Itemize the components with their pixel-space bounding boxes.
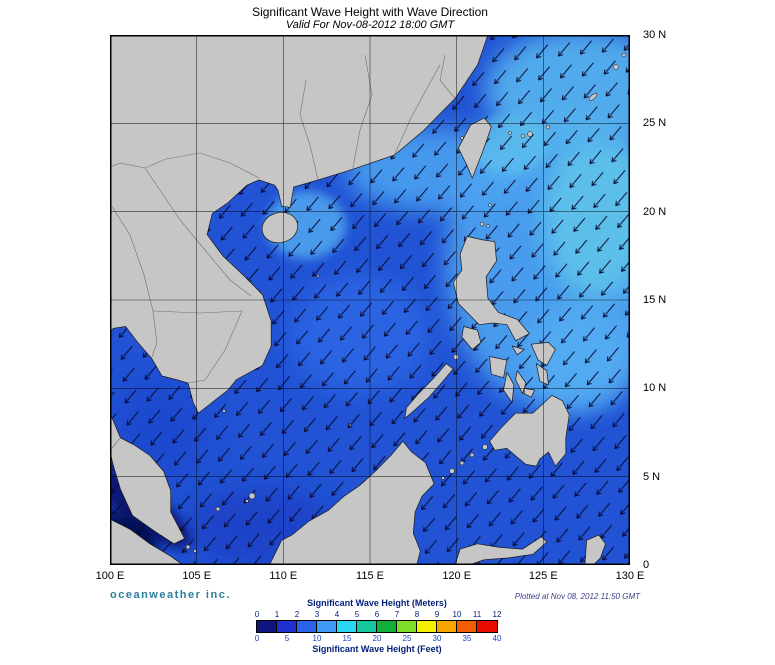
legend-color-cell [457, 621, 477, 632]
legend-feet-tick: 20 [372, 634, 382, 643]
legend-feet-tick: 35 [462, 634, 472, 643]
lat-axis-label: 30 N [643, 29, 667, 41]
lon-axis-label: 100 E [95, 570, 125, 582]
palawan [404, 363, 454, 419]
legend-meters-tick: 4 [334, 610, 340, 619]
legend-color-cell [477, 621, 497, 632]
lat-axis-label: 10 N [643, 382, 667, 395]
legend-meters-tick: 6 [374, 610, 380, 619]
legend-color-cell [357, 621, 377, 632]
border-lines-layer [110, 54, 456, 451]
borneo [269, 440, 435, 565]
legend-meters-tick: 1 [274, 610, 280, 619]
mindanao [489, 395, 570, 467]
lon-axis-label: 125 E [528, 570, 558, 582]
legend-color-cell [277, 621, 297, 632]
legend-feet-ticks: 0 5 10 15 20 25 30 35 40 [254, 634, 502, 643]
valid-time-subtitle: Valid For Nov-08-2012 18:00 GMT [285, 19, 455, 31]
legend-meters-tick: 8 [414, 610, 420, 619]
mindoro [461, 326, 482, 350]
legend-colorbar [256, 620, 498, 633]
legend-meters-tick: 11 [472, 610, 482, 619]
lat-axis-label: 20 N [643, 205, 667, 218]
luzon [452, 236, 530, 342]
lon-axis-label: 130 E [615, 570, 645, 582]
legend-color-cell [417, 621, 437, 632]
lat-axis-label: 0 [643, 559, 650, 571]
legend-color-cell [337, 621, 357, 632]
legend-color-cell [317, 621, 337, 632]
legend-meters-label: Significant Wave Height (Meters) [307, 598, 447, 608]
legend-feet-tick: 10 [312, 634, 322, 643]
legend-color-cell [297, 621, 317, 632]
legend-meters-tick: 7 [394, 610, 400, 619]
wave-height-legend: Significant Wave Height (Meters) 0 1 2 3… [254, 598, 502, 655]
land-layer [110, 35, 627, 565]
sulawesi [454, 536, 548, 565]
halmahera [584, 534, 606, 565]
legend-meters-tick: 10 [452, 610, 462, 619]
legend-meters-tick: 12 [492, 610, 502, 619]
malay-peninsula [110, 412, 185, 545]
small-islands [185, 52, 627, 553]
taiwan [458, 117, 492, 179]
legend-color-cell [437, 621, 457, 632]
grid-layer [110, 35, 630, 565]
lon-axis-label: 105 E [182, 570, 212, 582]
legend-color-cell [377, 621, 397, 632]
lon-axis-label: 115 E [356, 570, 384, 582]
plotted-timestamp: Plotted at Nov 08, 2012 11:50 GMT [514, 592, 640, 601]
legend-feet-tick: 30 [432, 634, 442, 643]
lon-axis-label: 110 E [269, 570, 298, 582]
oceanweather-logo: oceanweather inc. [110, 589, 231, 601]
sumatra [110, 518, 184, 565]
legend-meters-tick: 3 [314, 610, 320, 619]
lat-axis-label: 25 N [643, 117, 667, 130]
lat-axis-label: 5 N [643, 470, 661, 483]
legend-feet-label: Significant Wave Height (Feet) [312, 644, 442, 654]
legend-feet-tick: 40 [492, 634, 502, 643]
hainan [261, 212, 299, 244]
legend-feet-tick: 0 [254, 634, 260, 643]
legend-meters-tick: 2 [294, 610, 300, 619]
wave-map [110, 35, 630, 565]
legend-feet-tick: 5 [284, 634, 290, 643]
legend-meters-tick: 5 [354, 610, 360, 619]
legend-color-cell [257, 621, 277, 632]
legend-feet-tick: 15 [342, 634, 352, 643]
lon-axis-label: 120 E [442, 570, 472, 582]
lat-axis-label: 15 N [643, 294, 667, 306]
map-border [110, 35, 630, 565]
legend-color-cell [397, 621, 417, 632]
legend-feet-tick: 25 [402, 634, 412, 643]
legend-meters-ticks: 0 1 2 3 4 5 6 7 8 9 10 11 12 [254, 610, 502, 619]
page-title: Significant Wave Height with Wave Direct… [252, 5, 488, 19]
legend-meters-tick: 9 [434, 610, 440, 619]
legend-meters-tick: 0 [254, 610, 260, 619]
